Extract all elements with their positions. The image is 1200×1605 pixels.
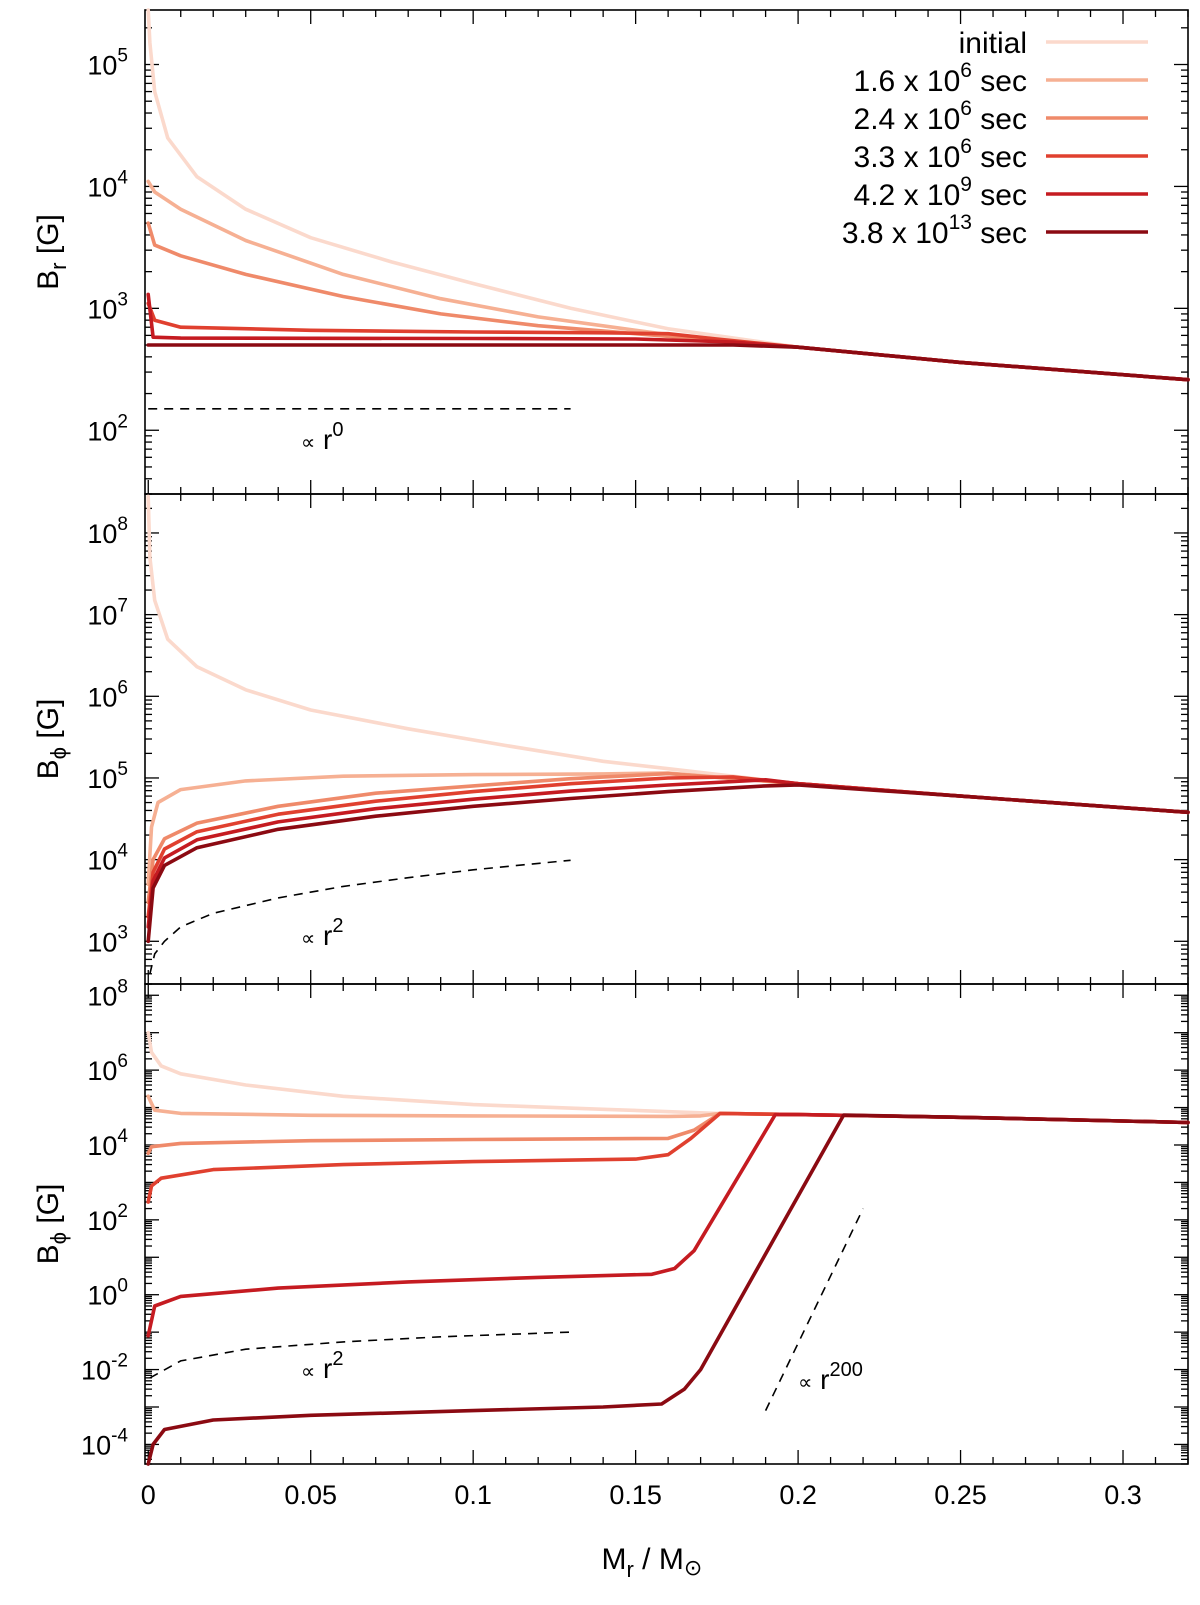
plot-frame <box>144 983 1189 1465</box>
proportional-label: ∝ r200 <box>798 1359 863 1395</box>
x-tick-label: 0.05 <box>284 1480 337 1510</box>
y-tick-label: 105 <box>87 46 128 81</box>
series-line <box>146 179 1190 382</box>
x-tick-label: 0.15 <box>609 1480 662 1510</box>
panel-bottom: 10-4 10-2 100 102 104 106 108 Bϕ [G] ∝ r2 ∝ r200 0… <box>32 976 1190 1582</box>
y-axis-label: Br [G] <box>32 214 71 290</box>
reference-line <box>149 1331 571 1379</box>
x-axis-label: Mr / M⊙ <box>601 1543 702 1582</box>
plot-frame <box>144 493 1189 985</box>
y-tick-label: 103 <box>87 922 128 957</box>
panel-top: 102 103 104 105 Br [G] ∝ r0 <box>32 8 1190 495</box>
y-tick-label: 108 <box>87 976 128 1011</box>
plot-frame <box>144 9 1189 495</box>
series-line <box>146 8 1190 382</box>
y-tick-label: 104 <box>87 841 128 876</box>
reference-line <box>149 859 571 974</box>
proportional-label: ∝ r2 <box>301 915 344 951</box>
y-tick-label: 10-4 <box>81 1425 128 1460</box>
series-line <box>146 775 1190 919</box>
y-tick-label: 10-2 <box>81 1351 128 1386</box>
series-line <box>146 343 1190 382</box>
y-tick-label: 105 <box>87 759 128 794</box>
legend-label: 1.6 x 106 sec <box>854 59 1027 98</box>
panel-middle: 103 104 105 106 107 108 Bϕ [G] ∝ r2 <box>32 493 1190 985</box>
x-tick-label: 0.2 <box>779 1480 817 1510</box>
x-tick-label: 0.25 <box>934 1480 987 1510</box>
series-line <box>146 1112 1190 1338</box>
series-line <box>146 221 1190 382</box>
y-tick-label: 104 <box>87 1126 128 1161</box>
y-axis-label: Bϕ [G] <box>32 699 71 780</box>
reference-line <box>764 1208 864 1411</box>
legend-label: 3.3 x 106 sec <box>854 135 1027 174</box>
y-tick-label: 102 <box>87 411 128 446</box>
x-tick-label: 0.1 <box>454 1480 492 1510</box>
series-line <box>146 783 1190 944</box>
proportional-label: ∝ r0 <box>301 419 344 455</box>
y-tick-label: 100 <box>87 1276 128 1311</box>
series-line <box>146 1113 1190 1466</box>
legend-label: 3.8 x 1013 sec <box>842 211 1027 250</box>
legend-label: 4.2 x 109 sec <box>854 173 1027 212</box>
y-tick-label: 108 <box>87 514 128 549</box>
proportional-label: ∝ r2 <box>301 1348 344 1384</box>
series-line <box>146 1111 1190 1204</box>
x-tick-label: 0 <box>141 1480 156 1510</box>
y-tick-label: 103 <box>87 289 128 324</box>
series-line <box>146 771 1190 886</box>
y-tick-label: 106 <box>87 677 128 712</box>
series-line <box>146 1030 1190 1125</box>
series-line <box>146 494 1190 815</box>
y-tick-label: 104 <box>87 167 128 202</box>
y-axis-label: Bϕ [G] <box>32 1184 71 1265</box>
y-tick-label: 106 <box>87 1051 128 1086</box>
x-tick-label: 0.3 <box>1104 1480 1142 1510</box>
y-tick-label: 102 <box>87 1201 128 1236</box>
legend-label: 2.4 x 106 sec <box>854 97 1027 136</box>
legend-label: initial <box>959 27 1027 60</box>
y-tick-label: 107 <box>87 596 128 631</box>
